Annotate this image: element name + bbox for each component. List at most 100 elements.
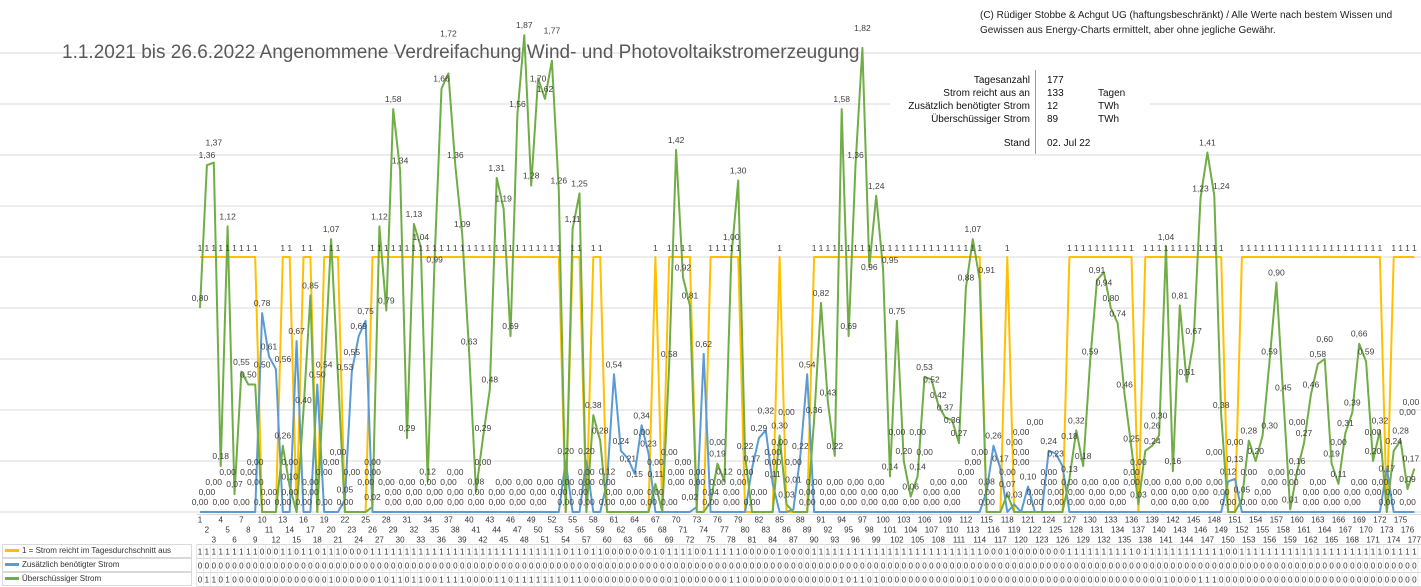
data-label: 0,00 <box>275 497 292 507</box>
data-label: 0,66 <box>1351 329 1368 339</box>
data-label: 0,26 <box>275 431 292 441</box>
data-label: 0,00 <box>1047 487 1064 497</box>
table-cell: 0 <box>281 562 286 571</box>
table-cell: 1 <box>494 576 499 585</box>
data-label: 0,25 <box>1123 433 1140 443</box>
table-cell: 0 <box>1350 576 1355 585</box>
table-cell: 1 <box>1281 548 1286 557</box>
data-label: 1 <box>446 243 451 253</box>
data-label: 1 <box>1322 243 1327 253</box>
table-cell: 0 <box>474 562 479 571</box>
data-label: 0,67 <box>1185 326 1202 336</box>
table-cell: 0 <box>253 562 258 571</box>
data-label: 1 <box>839 243 844 253</box>
table-cell: 0 <box>1253 562 1258 571</box>
data-label: 0,00 <box>475 457 492 467</box>
table-cell: 0 <box>977 562 982 571</box>
x-tick-label: 132 <box>1097 536 1111 545</box>
table-cell: 0 <box>1164 562 1169 571</box>
data-label: 0,00 <box>489 497 506 507</box>
table-cell: 0 <box>784 548 789 557</box>
data-label: 1,41 <box>1199 137 1216 147</box>
table-cell: 0 <box>1026 576 1031 585</box>
stats-label: Überschüssiger Strom <box>931 114 1030 125</box>
table-cell: 0 <box>722 576 727 585</box>
data-label: 1 <box>846 243 851 253</box>
data-label: 0,00 <box>1006 437 1023 447</box>
x-tick-label: 47 <box>513 526 522 535</box>
table-cell: 0 <box>619 548 624 557</box>
data-label: 0,75 <box>889 306 906 316</box>
table-cell: 0 <box>322 576 327 585</box>
data-label: 0,27 <box>1296 428 1313 438</box>
data-label: 0,22 <box>792 441 809 451</box>
x-tick-label: 65 <box>637 526 646 535</box>
x-tick-label: 166 <box>1332 516 1346 525</box>
data-label: 1 <box>722 243 727 253</box>
table-cell: 0 <box>591 576 596 585</box>
data-label: 1 <box>598 243 603 253</box>
table-cell: 1 <box>543 548 548 557</box>
data-label: 0,00 <box>1227 437 1244 447</box>
table-cell: 0 <box>239 576 244 585</box>
table-cell: 1 <box>1205 576 1210 585</box>
data-label: 1 <box>1164 243 1169 253</box>
table-cell: 1 <box>508 548 513 557</box>
data-label: 0,18 <box>1061 431 1078 441</box>
data-label: 0,00 <box>978 487 995 497</box>
x-tick-label: 84 <box>768 536 777 545</box>
data-label: 0,00 <box>488 487 505 497</box>
table-cell: 0 <box>1378 576 1383 585</box>
x-tick-label: 116 <box>987 526 1000 535</box>
data-label: 0,00 <box>571 487 588 497</box>
data-label: 1,23 <box>1192 183 1209 193</box>
table-cell: 1 <box>1350 548 1355 557</box>
table-cell: 1 <box>439 548 444 557</box>
table-cell: 1 <box>391 548 396 557</box>
table-cell: 0 <box>1019 576 1024 585</box>
data-label: 0,00 <box>1372 477 1389 487</box>
table-cell: 1 <box>205 548 210 557</box>
table-cell: 0 <box>1267 562 1272 571</box>
data-label: 1 <box>867 243 872 253</box>
x-tick-label: 119 <box>1008 526 1021 535</box>
data-label: 1 <box>860 243 865 253</box>
table-cell: 0 <box>653 576 658 585</box>
x-tick-label: 97 <box>858 516 867 525</box>
table-cell: 0 <box>239 562 244 571</box>
x-tick-label: 25 <box>361 516 370 525</box>
data-label: 1,13 <box>406 209 423 219</box>
legend-swatch <box>5 549 19 553</box>
table-cell: 0 <box>1129 576 1134 585</box>
table-cell: 1 <box>419 576 424 585</box>
data-label: 1,19 <box>495 194 512 204</box>
data-label: 0,00 <box>1385 487 1402 497</box>
data-label: 0,95 <box>882 255 899 265</box>
data-label: 0,20 <box>1365 446 1382 456</box>
table-cell: 0 <box>1295 576 1300 585</box>
x-tick-label: 59 <box>596 526 605 535</box>
table-cell: 0 <box>419 562 424 571</box>
data-label: 1 <box>667 243 672 253</box>
data-label: 1 <box>508 243 513 253</box>
data-label: 1 <box>1067 243 1072 253</box>
x-tick-label: 6 <box>232 536 237 545</box>
table-cell: 1 <box>460 548 465 557</box>
data-label: 0,00 <box>468 497 485 507</box>
series-line-2 <box>200 312 1415 513</box>
table-cell: 0 <box>895 562 900 571</box>
stats-row: Überschüssiger Strom 89 TWh <box>890 114 1150 126</box>
data-label: 0,00 <box>868 477 885 487</box>
data-label: 0,38 <box>585 400 602 410</box>
data-label: 0,00 <box>199 487 216 497</box>
table-cell: 0 <box>1178 562 1183 571</box>
data-label: 0,26 <box>985 431 1002 441</box>
series-line-3 <box>199 34 1416 513</box>
data-label: 1,00 <box>723 232 740 242</box>
data-label: 1,34 <box>392 155 409 165</box>
data-label: 1 <box>550 243 555 253</box>
table-cell: 0 <box>681 576 686 585</box>
data-label: 1 <box>412 243 417 253</box>
data-label: 1 <box>1288 243 1293 253</box>
data-label: 0,00 <box>627 487 644 497</box>
